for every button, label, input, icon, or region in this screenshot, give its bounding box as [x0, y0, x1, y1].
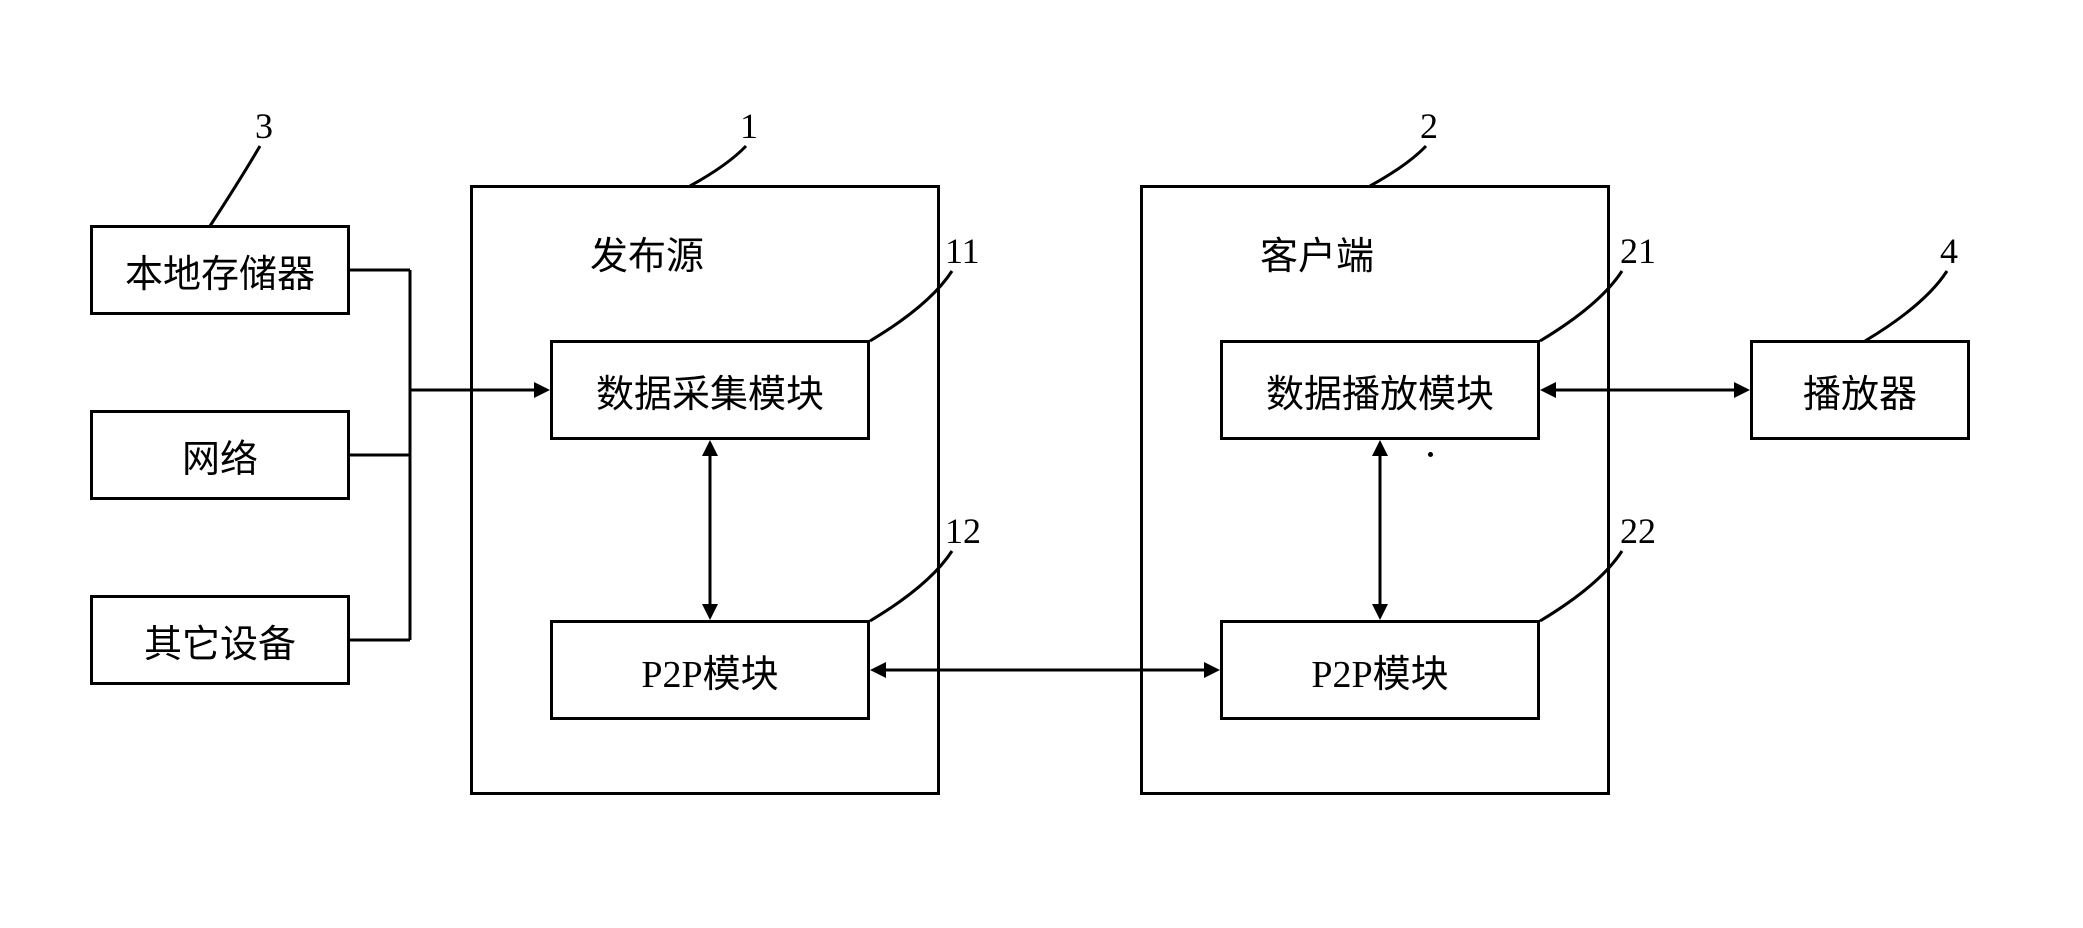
- other-device-text: 其它设备: [144, 613, 296, 668]
- cli-vert-arrow: [1365, 440, 1395, 620]
- player-text: 播放器: [1803, 363, 1917, 418]
- play-player-arrow: [1540, 375, 1750, 405]
- data-play-text: 数据播放模块: [1266, 363, 1494, 418]
- p2p-pub-box: P2P模块: [550, 620, 870, 720]
- left-bus: [350, 260, 560, 680]
- leader-22: [1530, 545, 1630, 625]
- local-storage-box: 本地存储器: [90, 225, 350, 315]
- p2p-cli-text: P2P模块: [1311, 643, 1448, 698]
- leader-1: [680, 140, 760, 190]
- data-collect-box: 数据采集模块: [550, 340, 870, 440]
- other-device-box: 其它设备: [90, 595, 350, 685]
- data-collect-text: 数据采集模块: [596, 363, 824, 418]
- data-play-box: 数据播放模块: [1220, 340, 1540, 440]
- p2p-pub-text: P2P模块: [641, 643, 778, 698]
- leader-21: [1530, 265, 1630, 345]
- network-text: 网络: [182, 428, 258, 483]
- local-storage-text: 本地存储器: [125, 243, 315, 298]
- pub-vert-arrow: [695, 440, 725, 620]
- client-title: 客户端: [1260, 225, 1374, 280]
- leader-3: [200, 140, 280, 230]
- leader-4: [1855, 265, 1955, 345]
- player-box: 播放器: [1750, 340, 1970, 440]
- publisher-title: 发布源: [590, 225, 704, 280]
- leader-12: [860, 545, 960, 625]
- p2p-horiz-arrow: [870, 655, 1220, 685]
- leader-11: [860, 265, 960, 345]
- leader-2: [1360, 140, 1440, 190]
- network-box: 网络: [90, 410, 350, 500]
- diagram-canvas: 3 1 2 本地存储器 网络 其它设备 发布源 数据采集模块 11 P2P模块 …: [0, 0, 2083, 928]
- p2p-cli-box: P2P模块: [1220, 620, 1540, 720]
- stray-dot: [1428, 452, 1433, 457]
